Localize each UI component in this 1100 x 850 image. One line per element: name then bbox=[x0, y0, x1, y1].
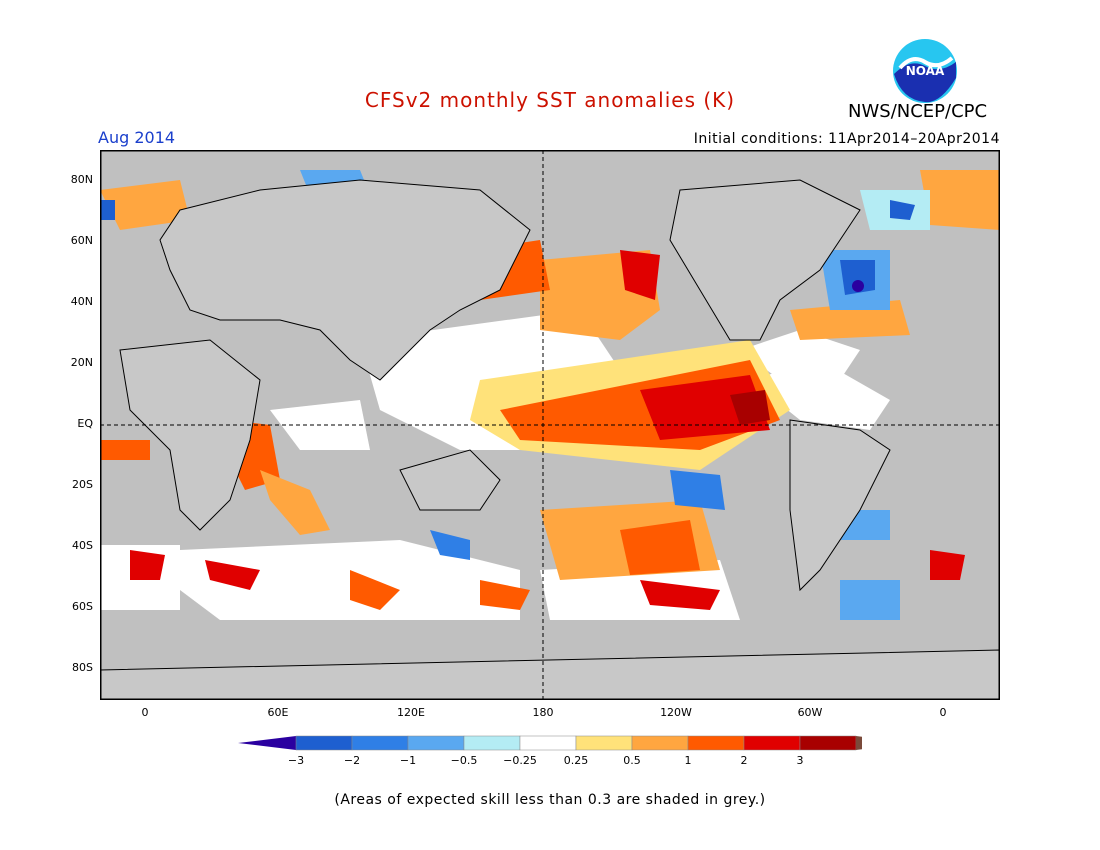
colorbar-label: 1 bbox=[684, 754, 692, 767]
colorbar-segment bbox=[687, 735, 745, 751]
lon-tick-60e: 60E bbox=[267, 706, 289, 719]
lat-tick-80n: 80N bbox=[70, 173, 93, 186]
lat-tick-80s: 80S bbox=[72, 661, 93, 674]
warm-anomaly-areas bbox=[100, 170, 1000, 610]
noaa-logo: NOAA bbox=[893, 39, 957, 103]
lon-tick-120e: 120E bbox=[397, 706, 425, 719]
lat-tick-40s: 40S bbox=[72, 539, 93, 552]
lat-tick-eq: EQ bbox=[77, 417, 93, 430]
initial-conditions: Initial conditions: 11Apr2014–20Apr2014 bbox=[693, 131, 1000, 147]
continents bbox=[100, 179, 1000, 700]
antarctica bbox=[100, 649, 1000, 700]
lon-tick-120w: 120W bbox=[660, 706, 692, 719]
lat-tick-20n: 20N bbox=[70, 356, 93, 369]
north-america bbox=[669, 179, 861, 341]
eurasia bbox=[159, 179, 531, 381]
sst-anomaly-map bbox=[100, 150, 1000, 700]
lat-tick-60n: 60N bbox=[70, 234, 93, 247]
map-title: CFSv2 monthly SST anomalies (K) bbox=[364, 88, 736, 112]
colorbar-arrow-high bbox=[856, 736, 862, 750]
forecast-month: Aug 2014 bbox=[98, 128, 176, 147]
map-frame bbox=[100, 150, 1000, 700]
lat-tick-60s: 60S bbox=[72, 600, 93, 613]
africa bbox=[119, 339, 261, 531]
colorbar-segment bbox=[799, 735, 857, 751]
colorbar-label: 0.25 bbox=[563, 754, 589, 767]
australia bbox=[399, 449, 501, 511]
colorbar-label: 3 bbox=[796, 754, 804, 767]
colorbar-segment bbox=[519, 735, 577, 751]
colorbar-label: 2 bbox=[740, 754, 748, 767]
colorbar bbox=[238, 735, 862, 751]
colorbar-segment bbox=[631, 735, 689, 751]
colorbar-label: −0.25 bbox=[503, 754, 537, 767]
colorbar-segment bbox=[295, 735, 353, 751]
colorbar-label: −2 bbox=[343, 754, 361, 767]
lon-tick-0-right: 0 bbox=[939, 706, 947, 719]
colorbar-segment bbox=[743, 735, 801, 751]
colorbar-label: −0.5 bbox=[450, 754, 478, 767]
colorbar-segment bbox=[463, 735, 521, 751]
south-america bbox=[789, 419, 891, 592]
lon-tick-60w: 60W bbox=[797, 706, 823, 719]
colorbar-label: 0.5 bbox=[623, 754, 641, 767]
colorbar-segment bbox=[575, 735, 633, 751]
lon-tick-180: 180 bbox=[532, 706, 554, 719]
skill-footnote: (Areas of expected skill less than 0.3 a… bbox=[334, 792, 766, 808]
noaa-logo-text: NOAA bbox=[906, 64, 945, 78]
colorbar-label: −1 bbox=[399, 754, 417, 767]
lat-tick-40n: 40N bbox=[70, 295, 93, 308]
colorbar-label: −3 bbox=[287, 754, 305, 767]
colorbar-segment bbox=[351, 735, 409, 751]
colorbar-arrow-low bbox=[238, 736, 296, 750]
colorbar-segment bbox=[407, 735, 465, 751]
lon-tick-0-left: 0 bbox=[141, 706, 149, 719]
agency-label: NWS/NCEP/CPC bbox=[848, 101, 988, 122]
lat-tick-20s: 20S bbox=[72, 478, 93, 491]
